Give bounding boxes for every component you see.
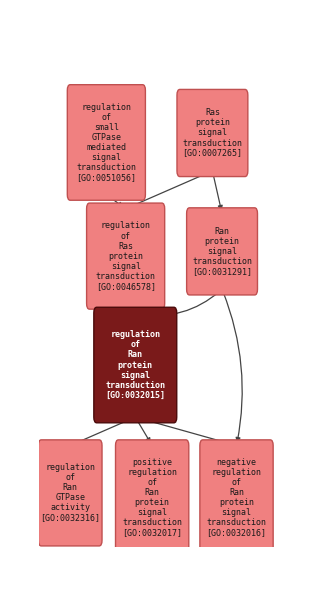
FancyBboxPatch shape [115,440,189,555]
FancyBboxPatch shape [177,89,248,177]
FancyBboxPatch shape [200,440,273,555]
Text: positive
regulation
of
Ran
protein
signal
transduction
[GO:0032017]: positive regulation of Ran protein signa… [122,458,182,538]
FancyArrowPatch shape [137,419,150,442]
Text: regulation
of
small
GTPase
mediated
signal
transduction
[GO:0051056]: regulation of small GTPase mediated sign… [77,103,136,182]
FancyArrowPatch shape [129,172,210,207]
FancyBboxPatch shape [187,208,258,295]
FancyBboxPatch shape [67,85,146,200]
FancyBboxPatch shape [38,440,102,546]
Text: regulation
of
Ras
protein
signal
transduction
[GO:0046578]: regulation of Ras protein signal transdu… [96,221,156,291]
Text: negative
regulation
of
Ran
protein
signal
transduction
[GO:0032016]: negative regulation of Ran protein signa… [207,458,267,538]
Text: Ras
protein
signal
transduction
[GO:0007265]: Ras protein signal transduction [GO:0007… [183,108,242,157]
Text: regulation
of
Ran
protein
signal
transduction
[GO:0032015]: regulation of Ran protein signal transdu… [105,330,165,400]
FancyArrowPatch shape [138,418,233,445]
FancyArrowPatch shape [74,418,133,444]
FancyArrowPatch shape [213,173,222,210]
FancyBboxPatch shape [86,203,165,309]
FancyArrowPatch shape [128,306,132,310]
FancyArrowPatch shape [223,292,242,442]
FancyArrowPatch shape [109,196,122,206]
Text: Ran
protein
signal
transduction
[GO:0031291]: Ran protein signal transduction [GO:0031… [192,227,252,276]
Text: regulation
of
Ran
GTPase
activity
[GO:0032316]: regulation of Ran GTPase activity [GO:00… [40,463,100,523]
FancyArrowPatch shape [139,291,220,316]
FancyBboxPatch shape [94,308,177,423]
